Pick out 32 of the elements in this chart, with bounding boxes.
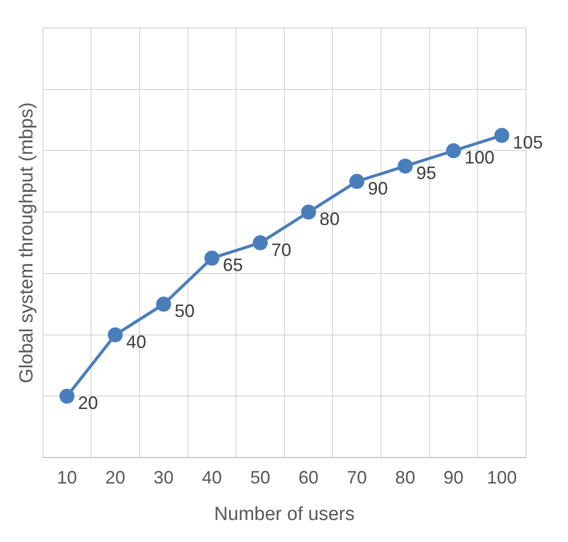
- data-label: 95: [416, 163, 436, 184]
- x-axis-title: Number of users: [214, 504, 355, 525]
- x-tick-label: 90: [444, 467, 464, 488]
- point: [446, 143, 462, 158]
- data-label: 70: [271, 240, 292, 260]
- data-label: 20: [78, 393, 98, 414]
- data-label: 100: [464, 148, 495, 168]
- data-label: 90: [368, 178, 388, 198]
- x-tick-label: 10: [56, 467, 77, 488]
- x-tick-label: 100: [486, 467, 517, 488]
- x-tick-label: 70: [346, 467, 367, 488]
- point: [349, 174, 364, 189]
- point: [398, 158, 413, 174]
- data-label: 50: [174, 301, 195, 322]
- point: [204, 250, 220, 266]
- point: [156, 296, 172, 312]
- x-tick-label: 40: [202, 467, 222, 488]
- data-label: 65: [222, 255, 243, 276]
- point: [301, 204, 316, 220]
- data-label: 105: [512, 132, 543, 152]
- x-tick-label: 30: [154, 467, 174, 488]
- point: [108, 327, 123, 342]
- x-tick-label: 20: [105, 467, 126, 488]
- y-axis-title: Global system throughput (mbps): [16, 102, 38, 384]
- x-tick-label: 80: [395, 467, 416, 488]
- x-tick-label: 60: [298, 467, 319, 488]
- x-tick-label: 50: [250, 467, 270, 488]
- point: [494, 128, 510, 143]
- data-label: 80: [320, 209, 340, 230]
- point: [59, 388, 74, 404]
- point: [252, 235, 268, 250]
- data-label: 40: [126, 332, 146, 352]
